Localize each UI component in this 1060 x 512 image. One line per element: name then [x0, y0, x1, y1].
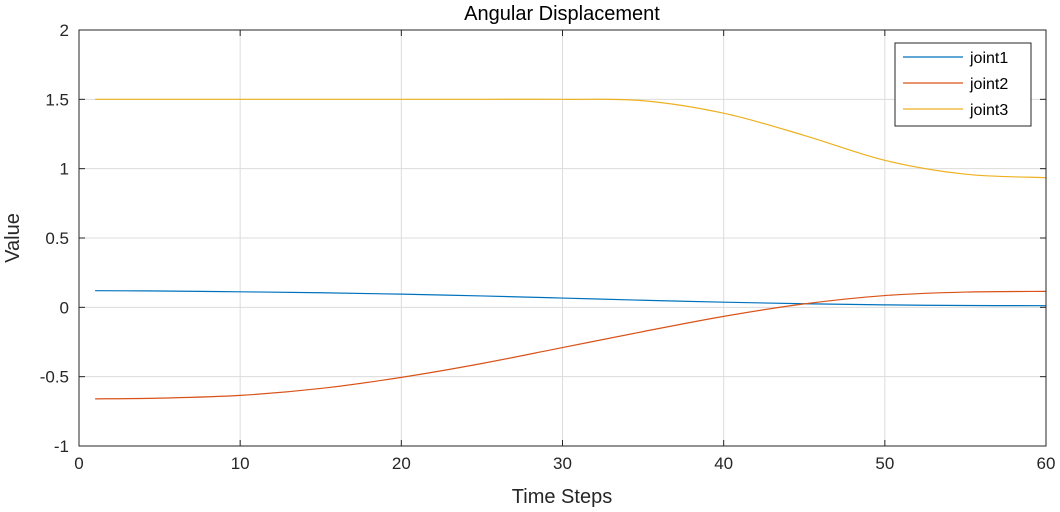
- x-axis-ticks: 0 10 20 30 40 50 60: [74, 30, 1055, 473]
- legend-entry-joint2: joint2: [969, 76, 1008, 93]
- y-axis-label: Value: [2, 213, 24, 263]
- legend-entry-joint1: joint1: [969, 50, 1008, 67]
- chart-title: Angular Displacement: [464, 3, 660, 25]
- x-tick-label: 50: [875, 454, 894, 473]
- y-tick-label: 0.5: [45, 229, 69, 248]
- y-tick-label: 1: [60, 160, 69, 179]
- y-tick-label: 0: [60, 298, 69, 317]
- series-line-joint1: [95, 290, 1047, 307]
- legend-entry-joint3: joint3: [969, 102, 1008, 119]
- legend: joint1 joint2 joint3: [894, 42, 1032, 127]
- x-axis-label: Time Steps: [512, 486, 612, 508]
- x-tick-label: 30: [553, 454, 572, 473]
- y-tick-label: -1: [54, 437, 69, 456]
- x-tick-label: 0: [74, 454, 83, 473]
- legend-box: [894, 42, 1032, 127]
- y-tick-label: 1.5: [45, 90, 69, 109]
- x-tick-label: 60: [1037, 454, 1056, 473]
- series-lines: [95, 98, 1047, 400]
- series-line-joint2: [95, 290, 1047, 400]
- x-tick-label: 10: [231, 454, 250, 473]
- y-tick-label: 2: [60, 21, 69, 40]
- y-tick-label: -0.5: [40, 368, 69, 387]
- x-tick-label: 40: [714, 454, 733, 473]
- series-line-joint3: [95, 98, 1047, 179]
- x-tick-label: 20: [392, 454, 411, 473]
- y-axis-ticks: -1 -0.5 0 0.5 1 1.5 2: [40, 21, 1046, 456]
